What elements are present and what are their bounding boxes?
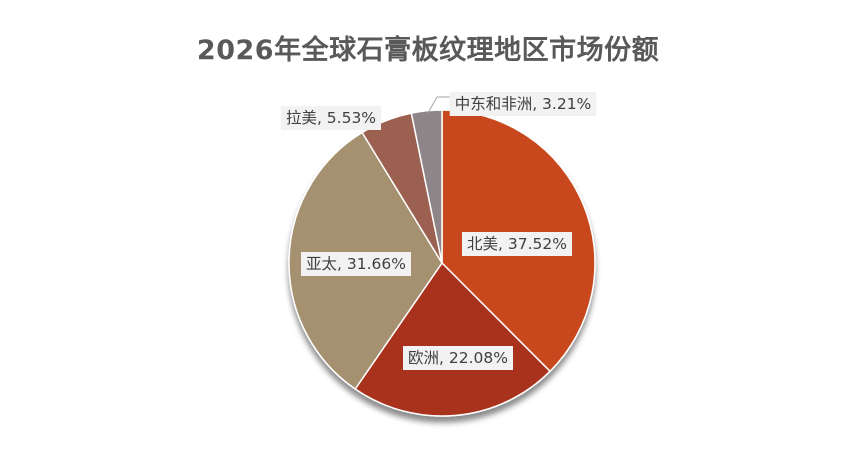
data-label-text-2: 欧洲, 22.08% xyxy=(408,349,508,367)
data-label-3: 亚太, 31.66% xyxy=(301,252,411,276)
data-label-box-3 xyxy=(301,252,411,276)
data-label-text-5: 中东和非洲, 3.21% xyxy=(455,95,592,113)
data-label-text-1: 北美, 37.52% xyxy=(467,235,567,253)
chart-title: 2026年全球石膏板纹理地区市场份额 xyxy=(196,35,660,66)
pie-slice-2 xyxy=(354,261,552,417)
data-label-4: 拉美, 5.53% xyxy=(280,106,381,130)
data-label-box-4 xyxy=(280,106,381,130)
leader-line xyxy=(427,96,452,114)
data-label-5: 中东和非洲, 3.21% xyxy=(449,92,597,116)
pie-slice-5 xyxy=(410,109,443,264)
data-label-1: 北美, 37.52% xyxy=(462,232,572,256)
data-label-box-1 xyxy=(462,232,572,256)
data-label-text-3: 亚太, 31.66% xyxy=(306,255,406,273)
data-label-box-5 xyxy=(449,92,597,116)
data-label-text-4: 拉美, 5.53% xyxy=(286,109,376,127)
data-label-2: 欧洲, 22.08% xyxy=(403,346,513,370)
data-label-box-2 xyxy=(403,346,513,370)
